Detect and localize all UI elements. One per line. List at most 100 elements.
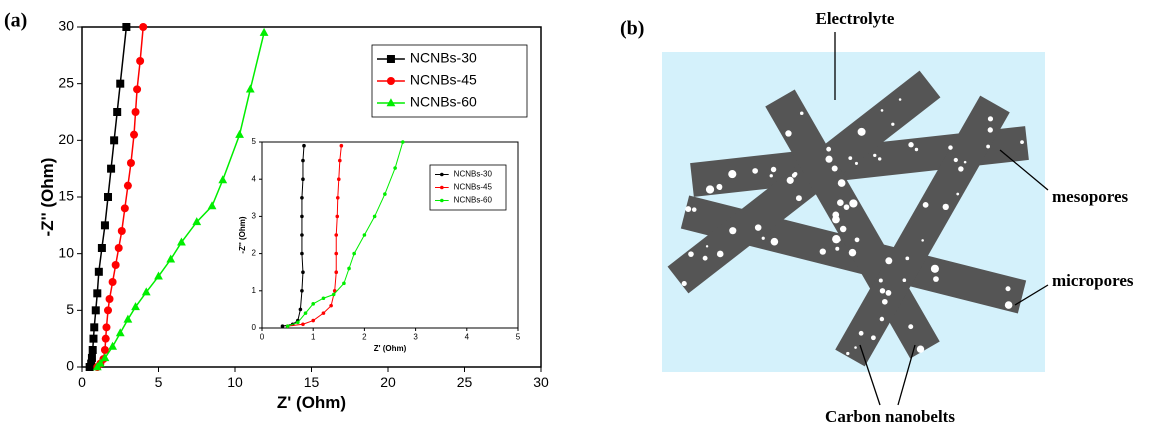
data-point bbox=[113, 108, 122, 116]
pore bbox=[879, 316, 885, 322]
y-tick-label: 25 bbox=[58, 74, 74, 90]
series-line bbox=[287, 141, 404, 327]
diagram-label: Carbon nanobelts bbox=[825, 407, 955, 426]
pore bbox=[880, 109, 884, 112]
data-point bbox=[372, 214, 377, 219]
pore bbox=[879, 288, 886, 294]
y-axis-label: -Z'' (Ohm) bbox=[238, 216, 247, 253]
pore bbox=[786, 176, 794, 184]
x-tick-label: 2 bbox=[362, 333, 367, 342]
pore bbox=[987, 116, 994, 122]
y-tick-label: 5 bbox=[252, 137, 257, 146]
data-point bbox=[301, 158, 305, 163]
data-point bbox=[87, 353, 96, 362]
pore bbox=[705, 245, 709, 248]
legend-label: NCNBs-60 bbox=[410, 94, 477, 110]
y-tick-label: 10 bbox=[58, 244, 74, 260]
pore bbox=[877, 157, 882, 161]
x-tick-label: 10 bbox=[227, 374, 243, 390]
data-point bbox=[115, 328, 125, 337]
data-point bbox=[111, 261, 120, 269]
pores bbox=[681, 98, 1024, 356]
data-point bbox=[300, 214, 304, 219]
data-point bbox=[91, 306, 100, 315]
pore bbox=[956, 192, 960, 196]
pore bbox=[885, 257, 893, 265]
pore bbox=[870, 335, 876, 341]
data-point bbox=[97, 244, 106, 252]
data-point bbox=[120, 204, 129, 213]
data-point bbox=[347, 266, 351, 271]
data-point bbox=[303, 311, 308, 315]
legend-marker bbox=[386, 77, 395, 85]
data-point bbox=[383, 192, 387, 196]
x-tick-label: 5 bbox=[155, 374, 163, 390]
pore bbox=[832, 234, 841, 244]
pore bbox=[791, 173, 797, 178]
data-point bbox=[133, 85, 142, 94]
data-point bbox=[101, 334, 110, 343]
data-point bbox=[301, 270, 305, 275]
pore bbox=[930, 264, 940, 273]
data-point bbox=[100, 346, 109, 354]
panel-label: (b) bbox=[620, 18, 644, 40]
data-point bbox=[126, 159, 135, 167]
pore bbox=[854, 161, 859, 165]
pore bbox=[908, 142, 914, 148]
x-tick-label: 3 bbox=[413, 333, 418, 342]
data-point bbox=[102, 323, 111, 332]
pore bbox=[770, 237, 779, 246]
pore bbox=[873, 153, 877, 158]
pore bbox=[761, 236, 765, 240]
pore bbox=[921, 239, 924, 242]
pore bbox=[963, 160, 967, 164]
pore bbox=[728, 170, 737, 179]
pore bbox=[825, 155, 833, 163]
data-point bbox=[235, 129, 244, 138]
legend-label: NCNBs-45 bbox=[410, 72, 477, 88]
y-tick-label: 4 bbox=[252, 174, 257, 183]
chart: 0 1 2 3 4 5 0 1 2 3 4 5 Z' (Ohm) -Z'' (Ohm) NCNBs-30 NC… bbox=[238, 137, 521, 353]
data-point bbox=[335, 214, 340, 219]
pore bbox=[885, 290, 892, 296]
x-axis-label: Z' (Ohm) bbox=[374, 344, 407, 353]
data-point bbox=[300, 251, 304, 256]
pore bbox=[785, 130, 792, 137]
data-point bbox=[100, 221, 109, 230]
pore bbox=[878, 278, 883, 283]
legend-label: NCNBs-45 bbox=[454, 183, 493, 192]
pore bbox=[908, 324, 914, 330]
data-point bbox=[90, 323, 99, 332]
legend-marker bbox=[440, 198, 444, 203]
pore bbox=[799, 111, 804, 116]
leader-line bbox=[1014, 284, 1049, 306]
pore bbox=[835, 246, 840, 251]
data-point bbox=[123, 181, 132, 190]
legend-label: NCNBs-60 bbox=[454, 196, 493, 205]
pore bbox=[986, 144, 991, 149]
data-point bbox=[117, 227, 126, 235]
data-point bbox=[166, 254, 176, 263]
data-point bbox=[393, 166, 397, 170]
data-point bbox=[298, 307, 303, 312]
pore bbox=[1004, 301, 1013, 309]
data-point bbox=[334, 233, 339, 237]
pore bbox=[948, 145, 953, 150]
pore bbox=[848, 156, 853, 161]
belt bbox=[765, 89, 940, 359]
pore bbox=[754, 224, 762, 231]
data-point bbox=[218, 175, 228, 184]
pore bbox=[846, 351, 850, 356]
data-point bbox=[352, 251, 356, 256]
data-point bbox=[88, 346, 97, 354]
data-point bbox=[302, 143, 306, 148]
pore bbox=[953, 157, 958, 163]
pore bbox=[857, 127, 866, 136]
data-point bbox=[311, 302, 316, 306]
pore bbox=[819, 248, 826, 255]
pore bbox=[837, 179, 846, 187]
pore bbox=[914, 147, 919, 152]
x-tick-label: 15 bbox=[304, 374, 320, 390]
pore bbox=[681, 281, 687, 287]
